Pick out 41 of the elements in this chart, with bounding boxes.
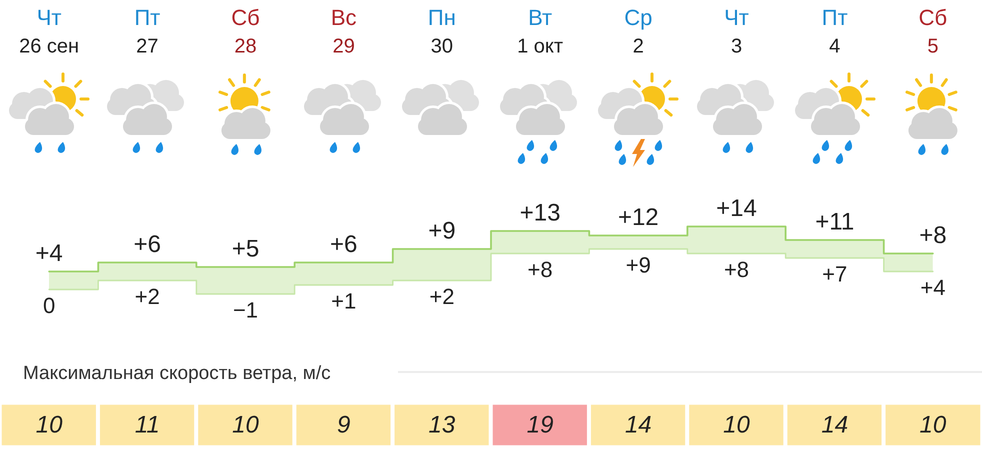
data-label: +13 [520, 200, 560, 226]
data-label: 11 [134, 412, 160, 438]
data-label: −1 [232, 298, 258, 322]
x-tick-label: Вт 1 окт [517, 5, 564, 58]
x-tick-label: Сб 28 [231, 5, 260, 58]
chart-title: Максимальная скорость ветра, м/с [23, 363, 331, 384]
data-label: +2 [429, 284, 454, 309]
data-label: +14 [716, 195, 757, 222]
data-label: 14 [624, 412, 652, 438]
data-label: +9 [428, 218, 456, 244]
data-label: +4 [920, 275, 946, 300]
x-tick-label: Чт 26 сен [19, 5, 80, 58]
x-tick-label: Пн 30 [428, 5, 456, 58]
x-tick-label: Пт 4 [822, 5, 848, 58]
data-label: 0 [42, 293, 56, 318]
data-label: +12 [618, 204, 659, 231]
data-label: +2 [134, 284, 160, 309]
data-label: 10 [232, 412, 260, 438]
x-tick-label: Чт 3 [724, 5, 749, 58]
x-tick-label: Пт 27 [134, 5, 160, 58]
data-label: +8 [528, 257, 553, 282]
data-label: 10 [920, 412, 947, 438]
data-label: +1 [331, 288, 356, 314]
x-tick-label: Ср 2 [624, 5, 652, 58]
data-label: 19 [526, 412, 554, 438]
data-label: +4 [35, 240, 63, 267]
data-label: +6 [134, 231, 161, 258]
data-label: 10 [36, 412, 64, 438]
data-label: +7 [822, 262, 848, 286]
x-tick-label: Вс 29 [330, 5, 357, 58]
data-label: +8 [724, 257, 750, 282]
data-label: 9 [337, 412, 350, 438]
data-label: +9 [626, 252, 651, 278]
data-label: +5 [232, 236, 260, 262]
data-label: +8 [919, 222, 947, 249]
data-label: 13 [428, 412, 456, 438]
data-label: 10 [723, 412, 750, 438]
data-label: +6 [330, 231, 358, 258]
x-tick-label: Сб 5 [918, 5, 948, 58]
data-label: 14 [821, 412, 848, 438]
data-label: +11 [815, 208, 854, 236]
